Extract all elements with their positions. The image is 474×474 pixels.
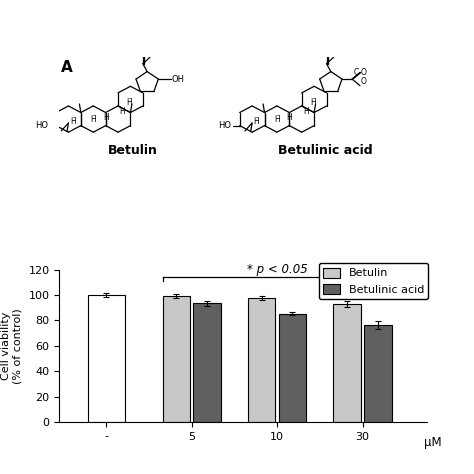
Text: Ḧ: Ḧ (70, 117, 76, 126)
Text: HO: HO (219, 121, 232, 130)
Text: O: O (361, 77, 367, 86)
Text: Ḧ: Ḧ (310, 98, 316, 107)
Text: Betulinic acid: Betulinic acid (278, 144, 373, 157)
Text: OH: OH (172, 74, 184, 83)
Text: Betulin: Betulin (108, 144, 158, 157)
Text: Ḧ: Ḧ (126, 98, 132, 107)
Bar (279, 313, 306, 422)
Text: H: H (303, 107, 309, 116)
Text: μM: μM (424, 436, 442, 449)
Legend: Betulin, Betulinic acid: Betulin, Betulinic acid (319, 263, 428, 299)
Text: HO: HO (35, 121, 48, 130)
Text: H: H (286, 113, 292, 122)
Bar (88, 295, 125, 422)
Text: Ḧ: Ḧ (254, 117, 259, 126)
Bar (364, 325, 392, 422)
Text: H: H (119, 107, 125, 116)
Text: A: A (61, 60, 73, 75)
Text: O: O (361, 68, 367, 77)
Bar (248, 298, 275, 422)
Bar (193, 303, 221, 422)
Text: Ḧ: Ḧ (91, 115, 96, 124)
Bar (163, 296, 190, 422)
Y-axis label: Cell viability
(% of control): Cell viability (% of control) (1, 308, 23, 383)
Text: C: C (354, 68, 359, 77)
Text: * p < 0.05: * p < 0.05 (247, 263, 308, 276)
Text: H: H (103, 113, 109, 122)
Bar (334, 304, 361, 422)
Text: Ḧ: Ḧ (274, 115, 280, 124)
